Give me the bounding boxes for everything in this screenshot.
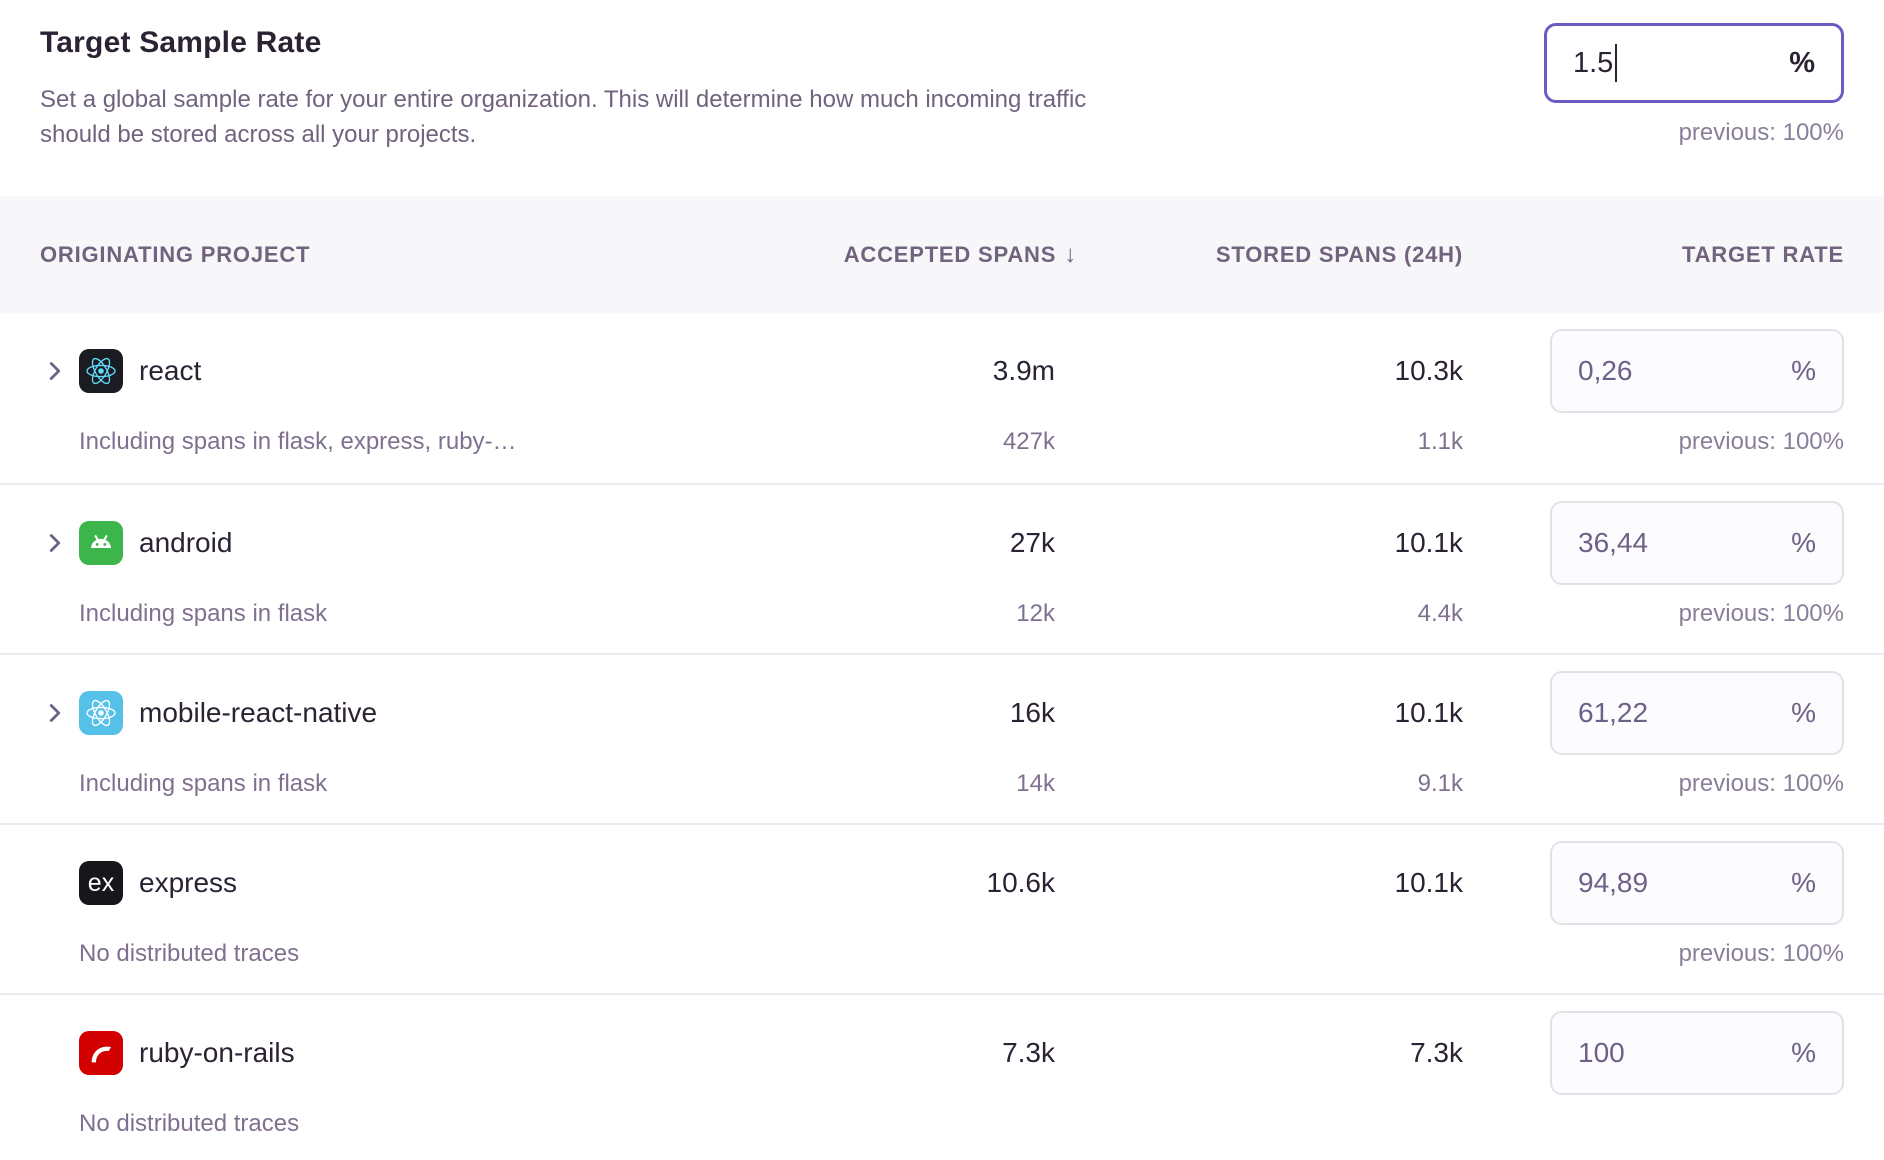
percent-suffix: % xyxy=(1791,527,1816,558)
sub-accepted-spans: 427k xyxy=(1002,428,1055,455)
accepted-spans-value: 3.9m xyxy=(992,355,1055,386)
react-icon xyxy=(79,349,123,393)
target-sample-rate-section: Target Sample Rate Set a global sample r… xyxy=(0,0,1884,196)
target-rate-input[interactable]: 0,26 % xyxy=(1550,329,1844,413)
sub-accepted-spans: 14k xyxy=(1016,770,1055,797)
distributed-traces-note: Including spans in flask xyxy=(79,600,328,627)
percent-suffix: % xyxy=(1791,697,1816,728)
distributed-traces-note: Including spans in flask xyxy=(79,770,328,797)
project-name: express xyxy=(139,867,238,898)
project-row-react: react 3.9m 10.3k 0,26 % Including spans … xyxy=(0,313,1884,483)
target-rate-input[interactable]: 61,22 % xyxy=(1550,671,1844,755)
rails-icon xyxy=(79,1031,123,1075)
sub-stored-spans: 9.1k xyxy=(1417,770,1463,797)
sort-descending-icon: ↓ xyxy=(1064,240,1077,268)
target-rate-input[interactable]: 36,44 % xyxy=(1550,501,1844,585)
distributed-traces-note: No distributed traces xyxy=(79,940,300,967)
project-row-mobile-react-native: mobile-react-native 16k 10.1k 61,22 % In… xyxy=(0,653,1884,823)
percent-suffix: % xyxy=(1791,355,1816,386)
project-cell: react xyxy=(40,349,725,393)
target-rate-value: 100 xyxy=(1578,1037,1625,1068)
stored-spans-value: 10.1k xyxy=(1394,867,1464,898)
accepted-spans-value: 16k xyxy=(1009,697,1055,728)
expand-chevron-icon[interactable] xyxy=(45,361,65,381)
distributed-traces-note: No distributed traces xyxy=(79,1110,300,1137)
project-name: android xyxy=(139,527,233,558)
sub-accepted-spans: 12k xyxy=(1016,600,1055,627)
column-header-accepted-spans[interactable]: ACCEPTED SPANS ↓ xyxy=(725,241,1077,269)
sub-stored-spans: 1.1k xyxy=(1417,428,1463,455)
project-row-android: android 27k 10.1k 36,44 % Including span… xyxy=(0,483,1884,653)
percent-suffix: % xyxy=(1791,1037,1816,1068)
percent-suffix: % xyxy=(1791,867,1816,898)
project-row-express: ex express 10.6k 10.1k 94,89 % No distri… xyxy=(0,823,1884,993)
project-cell: android xyxy=(40,521,725,565)
project-cell: mobile-react-native xyxy=(40,691,725,735)
target-rate-value: 36,44 xyxy=(1578,527,1649,558)
expand-chevron-icon[interactable] xyxy=(45,703,65,723)
express-icon: ex xyxy=(79,861,123,905)
target-rate-value: 0,26 xyxy=(1578,355,1633,386)
text-cursor xyxy=(1615,44,1618,82)
distributed-traces-note: Including spans in flask, express, ruby-… xyxy=(79,428,517,455)
description-line-1: Set a global sample rate for your entire… xyxy=(40,86,1087,113)
page-description: Set a global sample rate for your entire… xyxy=(40,82,1086,152)
section-text: Target Sample Rate Set a global sample r… xyxy=(40,26,1086,196)
previous-rate-label: previous: 100% xyxy=(1678,770,1844,797)
target-rate-input[interactable]: 94,89 % xyxy=(1550,841,1844,925)
target-rate-value: 94,89 xyxy=(1578,867,1649,898)
express-icon-text: ex xyxy=(87,868,115,897)
target-rate-input[interactable]: 100 % xyxy=(1550,1011,1844,1095)
project-row-ruby-on-rails: ruby-on-rails 7.3k 7.3k 100 % No distrib… xyxy=(0,993,1884,1160)
stored-spans-value: 10.1k xyxy=(1394,527,1464,558)
accepted-spans-label: ACCEPTED SPANS xyxy=(843,241,1057,267)
stored-spans-value: 7.3k xyxy=(1410,1037,1463,1068)
previous-rate-label: previous: 100% xyxy=(1678,428,1844,455)
accepted-spans-value: 10.6k xyxy=(986,867,1056,898)
project-cell: ruby-on-rails xyxy=(40,1031,725,1075)
column-header-originating-project: ORIGINATING PROJECT xyxy=(40,241,311,267)
expand-chevron-icon[interactable] xyxy=(45,533,65,553)
global-rate-controls: 1.5 % previous: 100% xyxy=(1544,23,1844,196)
project-name: ruby-on-rails xyxy=(139,1037,295,1068)
sub-stored-spans: 4.4k xyxy=(1417,600,1463,627)
project-name: mobile-react-native xyxy=(139,697,378,728)
previous-rate-label: previous: 100% xyxy=(1678,600,1844,627)
stored-spans-value: 10.3k xyxy=(1394,355,1464,386)
target-rate-value: 61,22 xyxy=(1578,697,1649,728)
previous-rate-label: previous: 100% xyxy=(1678,119,1844,146)
project-name: react xyxy=(139,355,202,386)
table-header-row: ORIGINATING PROJECT ACCEPTED SPANS ↓ STOR… xyxy=(0,196,1884,313)
previous-rate-label: previous: 100% xyxy=(1678,940,1844,967)
description-line-2: should be stored across all your project… xyxy=(40,121,477,148)
android-icon xyxy=(79,521,123,565)
column-header-target-rate: TARGET RATE xyxy=(1682,241,1844,267)
react-native-icon xyxy=(79,691,123,735)
stored-spans-value: 10.1k xyxy=(1394,697,1464,728)
accepted-spans-value: 27k xyxy=(1009,527,1055,558)
accepted-spans-value: 7.3k xyxy=(1002,1037,1055,1068)
percent-suffix: % xyxy=(1789,46,1815,79)
page-title: Target Sample Rate xyxy=(40,26,322,59)
global-sample-rate-value: 1.5 xyxy=(1573,46,1614,79)
project-cell: ex express xyxy=(40,861,725,905)
global-sample-rate-input[interactable]: 1.5 % xyxy=(1544,23,1844,103)
column-header-stored-spans[interactable]: STORED SPANS (24H) xyxy=(1215,241,1463,267)
